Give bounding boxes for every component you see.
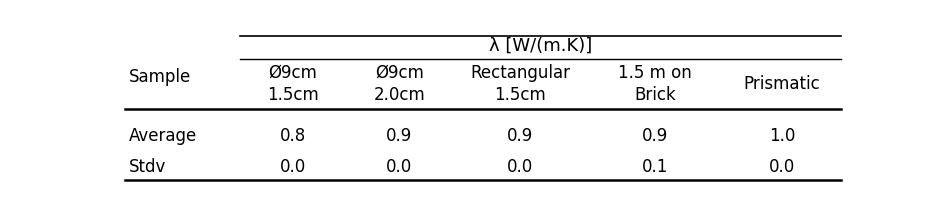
Text: 0.9: 0.9	[507, 127, 533, 145]
Text: 0.9: 0.9	[387, 127, 412, 145]
Text: 1.0: 1.0	[769, 127, 795, 145]
Text: Stdv: Stdv	[129, 158, 166, 176]
Text: 1.5 m on
Brick: 1.5 m on Brick	[619, 64, 692, 104]
Text: Average: Average	[129, 127, 197, 145]
Text: Sample: Sample	[129, 68, 191, 85]
Text: 0.0: 0.0	[769, 158, 795, 176]
Text: 0.1: 0.1	[642, 158, 669, 176]
Text: Rectangular
1.5cm: Rectangular 1.5cm	[471, 64, 571, 104]
Text: 0.0: 0.0	[280, 158, 306, 176]
Text: 0.9: 0.9	[642, 127, 669, 145]
Text: Ø9cm
1.5cm: Ø9cm 1.5cm	[267, 64, 319, 104]
Text: λ [W/(m.K)]: λ [W/(m.K)]	[489, 37, 592, 55]
Text: 0.0: 0.0	[387, 158, 412, 176]
Text: 0.8: 0.8	[280, 127, 306, 145]
Text: 0.0: 0.0	[507, 158, 533, 176]
Text: Prismatic: Prismatic	[744, 75, 820, 93]
Text: Ø9cm
2.0cm: Ø9cm 2.0cm	[373, 64, 425, 104]
